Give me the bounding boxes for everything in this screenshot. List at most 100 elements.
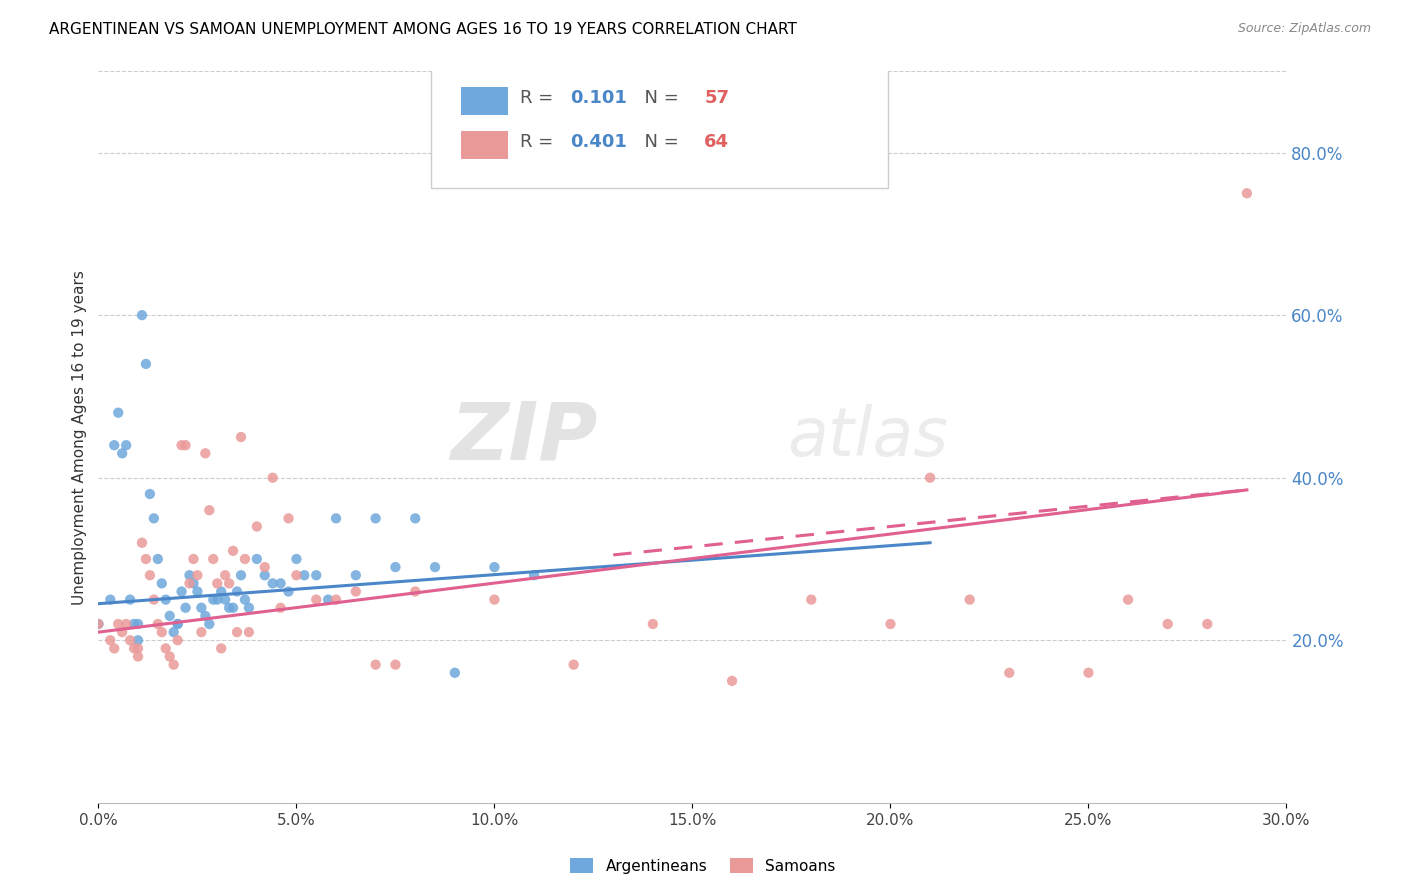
Legend: Argentineans, Samoans: Argentineans, Samoans [564,852,842,880]
Point [325,511,347,525]
Point [384,657,406,672]
Point [98,592,121,607]
Point [325,592,347,607]
Point [959,592,981,607]
Point [207,576,229,591]
Point [87,617,110,632]
Y-axis label: Unemployment Among Ages 16 to 19 years: Unemployment Among Ages 16 to 19 years [72,269,87,605]
Point [444,665,467,680]
Point [1156,617,1178,632]
Point [207,592,229,607]
Point [214,568,236,582]
Point [87,617,110,632]
Point [721,673,744,688]
Point [120,633,142,648]
Point [800,592,823,607]
Point [150,625,173,640]
Text: N =: N = [633,133,685,152]
Point [202,552,225,566]
Point [142,592,165,607]
Point [364,511,387,525]
Point [484,560,506,574]
Point [170,438,193,452]
Point [998,665,1021,680]
Point [879,617,901,632]
Point [122,617,145,632]
Point [107,406,129,420]
Point [277,584,299,599]
Point [135,357,157,371]
Point [194,446,217,460]
Point [404,584,426,599]
Point [226,625,249,640]
Point [127,641,149,656]
Point [139,487,162,501]
Point [562,657,585,672]
Point [270,600,292,615]
Point [209,584,232,599]
Text: ZIP: ZIP [450,398,598,476]
Point [218,576,240,591]
Text: 57: 57 [704,89,730,107]
Point [305,568,328,582]
Text: N =: N = [633,89,685,107]
Point [523,568,546,582]
Point [262,471,284,485]
Point [246,519,269,533]
Point [179,576,201,591]
Point [484,592,506,607]
Point [131,308,153,322]
Text: 0.401: 0.401 [569,133,627,152]
Text: R =: R = [520,89,560,107]
Point [115,438,138,452]
Point [111,446,134,460]
Point [163,625,186,640]
Point [183,552,205,566]
Text: 0.101: 0.101 [569,89,627,107]
Point [174,438,197,452]
Point [142,511,165,525]
Point [198,617,221,632]
Text: Source: ZipAtlas.com: Source: ZipAtlas.com [1237,22,1371,36]
Point [103,641,125,656]
Point [186,568,208,582]
Point [103,438,125,452]
Point [194,608,217,623]
Text: atlas: atlas [787,404,949,470]
Point [262,576,284,591]
Point [233,552,256,566]
Point [423,560,446,574]
Point [179,568,201,582]
Point [226,584,249,599]
Point [139,568,162,582]
Point [316,592,339,607]
Point [115,617,138,632]
Point [111,625,134,640]
Point [174,600,197,615]
Point [202,592,225,607]
Point [163,657,186,672]
Point [166,633,188,648]
Text: R =: R = [520,133,560,152]
Point [344,584,367,599]
Point [229,568,252,582]
Point [246,552,269,566]
Point [305,592,328,607]
Point [190,625,212,640]
Point [222,544,245,558]
Point [120,592,142,607]
Point [122,641,145,656]
Point [229,430,252,444]
Point [127,649,149,664]
Point [285,552,308,566]
Point [285,568,308,582]
FancyBboxPatch shape [461,131,509,159]
Point [238,625,260,640]
Point [920,471,942,485]
Point [233,592,256,607]
Point [159,608,181,623]
Point [1197,617,1219,632]
Point [127,633,149,648]
Point [155,592,177,607]
Point [1236,186,1258,201]
